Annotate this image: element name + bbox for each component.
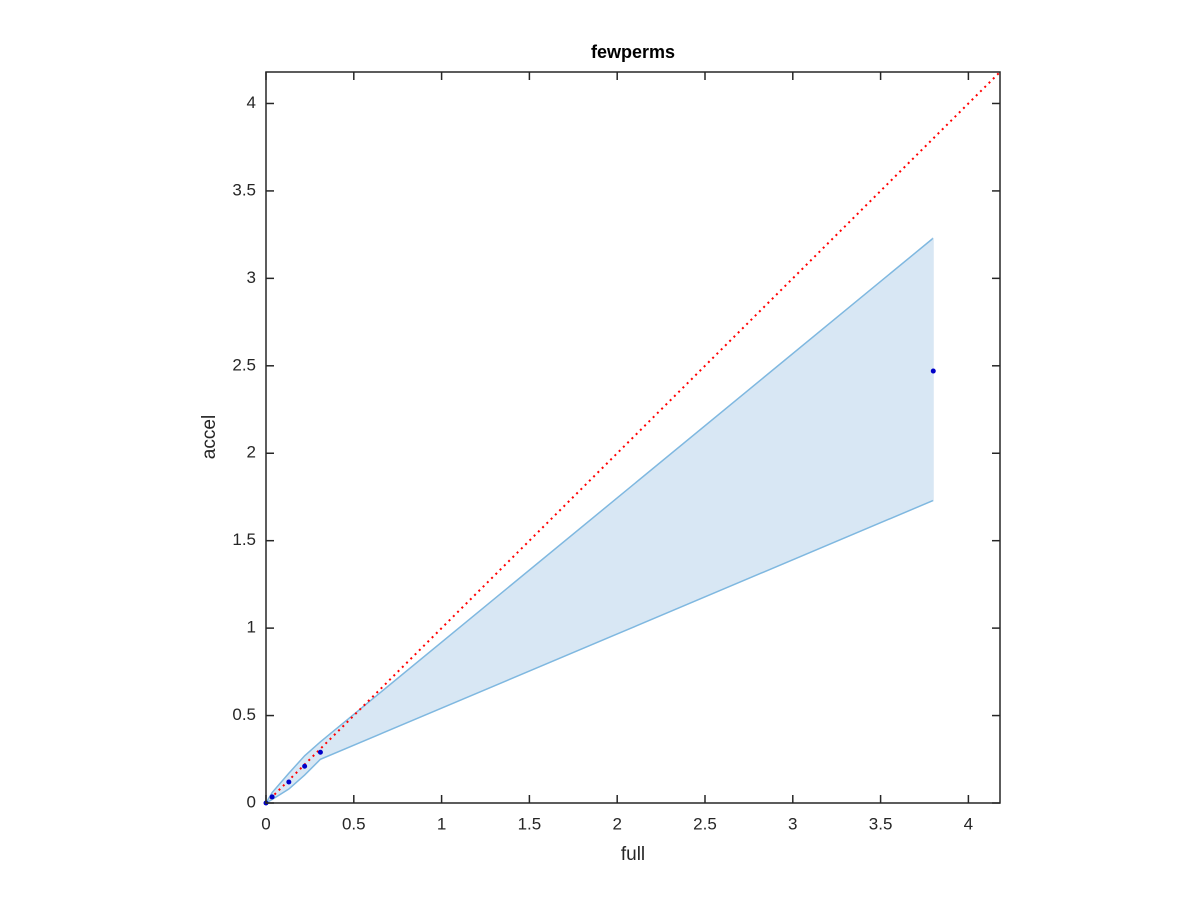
x-tick-label: 2 [612, 814, 621, 833]
x-tick-label: 3 [788, 814, 797, 833]
axes-box [265, 71, 1001, 804]
y-tick-label: 0.5 [232, 705, 256, 724]
y-tick-label: 2.5 [232, 355, 256, 374]
band-edge [265, 237, 934, 804]
data-point [286, 779, 292, 785]
band-edge [265, 499, 934, 804]
x-tick-label: 1 [437, 814, 446, 833]
y-tick-label: 1 [247, 618, 256, 637]
y-tick-label: 2 [247, 443, 256, 462]
reference-line [265, 71, 1001, 804]
y-tick-label: 4 [247, 93, 256, 112]
y-tick-label: 0 [247, 792, 256, 811]
y-tick-label: 1.5 [232, 530, 256, 549]
data-point [302, 763, 308, 769]
y-tick-label: 3 [247, 268, 256, 287]
y-tick-label: 3.5 [232, 180, 256, 199]
x-tick-label: 0 [261, 814, 270, 833]
y-axis-label: accel [199, 415, 220, 459]
x-tick-label: 3.5 [869, 814, 893, 833]
data-point [930, 368, 936, 374]
x-tick-label: 2.5 [693, 814, 717, 833]
x-tick-label: 4 [964, 814, 973, 833]
x-tick-label: 1.5 [518, 814, 542, 833]
data-point [269, 794, 275, 800]
chart-title: fewperms [591, 42, 675, 62]
data-point [317, 749, 323, 755]
band-fill [266, 238, 934, 804]
x-axis-label: full [621, 844, 645, 865]
x-tick-label: 0.5 [342, 814, 366, 833]
